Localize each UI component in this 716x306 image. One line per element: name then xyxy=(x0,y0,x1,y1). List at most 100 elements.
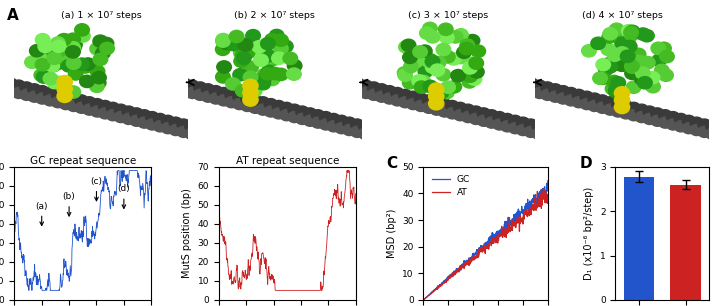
Circle shape xyxy=(624,28,638,40)
Circle shape xyxy=(556,93,570,104)
Circle shape xyxy=(635,111,648,123)
Circle shape xyxy=(74,58,90,70)
Circle shape xyxy=(35,34,50,46)
Circle shape xyxy=(430,97,443,108)
Circle shape xyxy=(351,119,364,130)
Circle shape xyxy=(624,60,639,72)
Circle shape xyxy=(35,58,50,71)
Circle shape xyxy=(241,100,254,111)
Circle shape xyxy=(383,86,396,97)
Circle shape xyxy=(28,84,41,95)
Circle shape xyxy=(169,117,183,128)
Circle shape xyxy=(454,29,468,41)
Circle shape xyxy=(161,115,175,126)
Circle shape xyxy=(296,106,309,117)
Circle shape xyxy=(471,45,485,57)
Circle shape xyxy=(216,35,231,47)
Circle shape xyxy=(646,80,660,93)
Circle shape xyxy=(28,91,41,102)
Circle shape xyxy=(447,80,462,93)
Circle shape xyxy=(283,52,298,65)
Circle shape xyxy=(288,104,301,115)
Circle shape xyxy=(261,38,275,50)
Circle shape xyxy=(611,106,624,117)
Text: (a) 1 × 10⁷ steps: (a) 1 × 10⁷ steps xyxy=(61,11,142,20)
Circle shape xyxy=(234,55,248,67)
Circle shape xyxy=(216,33,231,46)
Circle shape xyxy=(51,57,65,69)
Circle shape xyxy=(66,46,80,58)
Circle shape xyxy=(397,67,412,79)
GC xyxy=(479,246,488,250)
Circle shape xyxy=(674,114,687,125)
Circle shape xyxy=(359,80,372,91)
Circle shape xyxy=(264,99,277,110)
Text: A: A xyxy=(7,8,19,23)
Circle shape xyxy=(20,89,33,100)
Circle shape xyxy=(59,38,74,50)
Circle shape xyxy=(67,100,80,111)
Circle shape xyxy=(90,65,105,77)
Circle shape xyxy=(261,50,276,62)
Circle shape xyxy=(614,52,628,65)
Text: (d): (d) xyxy=(117,185,130,208)
Circle shape xyxy=(255,76,270,88)
Circle shape xyxy=(581,45,596,57)
Circle shape xyxy=(269,29,284,42)
Circle shape xyxy=(636,28,650,40)
Circle shape xyxy=(68,68,83,80)
Circle shape xyxy=(233,47,248,59)
Circle shape xyxy=(246,29,261,42)
GC xyxy=(543,179,552,182)
Circle shape xyxy=(637,76,652,89)
Y-axis label: MutS position (bp): MutS position (bp) xyxy=(182,188,192,278)
Circle shape xyxy=(588,100,601,111)
Circle shape xyxy=(185,88,199,99)
Circle shape xyxy=(216,71,231,83)
Circle shape xyxy=(431,56,446,69)
Circle shape xyxy=(624,28,639,41)
Circle shape xyxy=(667,119,679,130)
Circle shape xyxy=(66,33,80,45)
Circle shape xyxy=(625,67,639,80)
Circle shape xyxy=(541,89,554,100)
Circle shape xyxy=(434,87,449,99)
Circle shape xyxy=(52,42,66,54)
Circle shape xyxy=(654,64,669,76)
Circle shape xyxy=(614,87,629,99)
Circle shape xyxy=(632,48,646,61)
Circle shape xyxy=(645,72,660,84)
Circle shape xyxy=(59,46,74,58)
Circle shape xyxy=(311,110,324,121)
Circle shape xyxy=(193,89,207,100)
Circle shape xyxy=(311,117,324,128)
Circle shape xyxy=(596,95,609,106)
Circle shape xyxy=(247,85,262,97)
Circle shape xyxy=(399,41,413,53)
Circle shape xyxy=(265,73,280,86)
Circle shape xyxy=(257,69,272,81)
Circle shape xyxy=(66,86,81,98)
Circle shape xyxy=(596,102,609,113)
Circle shape xyxy=(57,83,72,95)
Circle shape xyxy=(438,106,451,117)
Circle shape xyxy=(169,125,183,136)
Circle shape xyxy=(425,31,440,43)
Circle shape xyxy=(256,73,271,86)
Circle shape xyxy=(4,78,17,89)
Circle shape xyxy=(243,79,258,92)
Circle shape xyxy=(524,119,538,130)
Circle shape xyxy=(580,99,594,110)
Circle shape xyxy=(367,89,380,100)
Circle shape xyxy=(469,57,483,69)
Circle shape xyxy=(391,95,404,106)
Circle shape xyxy=(271,52,286,64)
Circle shape xyxy=(457,46,471,58)
Text: (b): (b) xyxy=(63,192,75,216)
Circle shape xyxy=(256,97,270,108)
Circle shape xyxy=(153,121,167,132)
Circle shape xyxy=(38,40,52,53)
Circle shape xyxy=(209,93,223,104)
Circle shape xyxy=(75,95,88,106)
Circle shape xyxy=(34,69,49,81)
